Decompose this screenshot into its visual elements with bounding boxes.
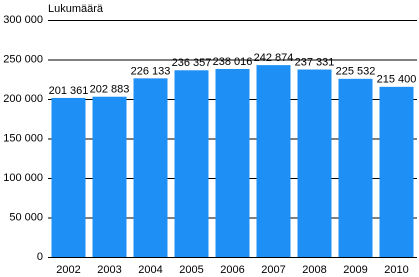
y-tick-label: 150 000 bbox=[3, 132, 43, 144]
bar bbox=[338, 78, 373, 258]
bar bbox=[297, 69, 332, 257]
bar bbox=[174, 70, 209, 257]
value-label: 236 357 bbox=[172, 57, 212, 69]
value-label: 215 400 bbox=[377, 74, 417, 86]
x-tick-label: 2006 bbox=[220, 264, 244, 276]
bar bbox=[51, 97, 86, 258]
axis-label: Lukumäärä bbox=[48, 3, 104, 15]
bar bbox=[92, 96, 127, 257]
x-tick-label: 2003 bbox=[97, 264, 121, 276]
value-label: 225 532 bbox=[336, 66, 376, 78]
x-tick-label: 2005 bbox=[179, 264, 203, 276]
x-tick-label: 2008 bbox=[302, 264, 326, 276]
bar bbox=[379, 86, 414, 257]
value-label: 226 133 bbox=[131, 65, 171, 77]
y-tick-label: 200 000 bbox=[3, 93, 43, 105]
y-tick-label: 100 000 bbox=[3, 172, 43, 184]
bar bbox=[133, 78, 168, 258]
x-tick-label: 2002 bbox=[56, 264, 80, 276]
x-tick-label: 2007 bbox=[261, 264, 285, 276]
x-tick-label: 2010 bbox=[384, 264, 408, 276]
value-label: 237 331 bbox=[295, 56, 335, 68]
value-label: 201 361 bbox=[49, 85, 89, 97]
value-label: 242 874 bbox=[254, 52, 294, 64]
bar bbox=[215, 68, 250, 257]
y-tick-label: 250 000 bbox=[3, 53, 43, 65]
value-label: 202 883 bbox=[90, 84, 130, 96]
x-tick-label: 2009 bbox=[343, 264, 367, 276]
y-tick-label: 300 000 bbox=[3, 14, 43, 26]
bar bbox=[256, 65, 291, 257]
value-label: 238 016 bbox=[213, 56, 253, 68]
y-tick-label: 50 000 bbox=[9, 211, 43, 223]
x-tick-label: 2004 bbox=[138, 264, 162, 276]
y-tick-label: 0 bbox=[37, 251, 43, 263]
